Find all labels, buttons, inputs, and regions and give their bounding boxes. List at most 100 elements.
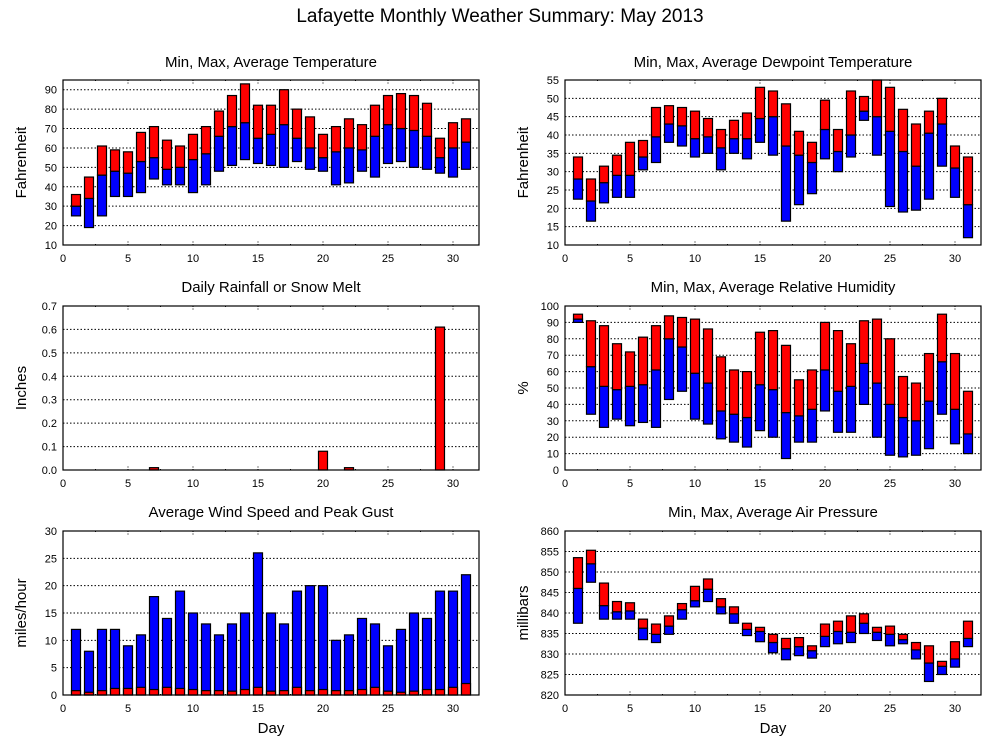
bar-avg-wind — [278, 690, 290, 696]
bar-avg-max — [291, 108, 303, 139]
x-tick-label: 30 — [949, 253, 961, 265]
bar-avg-max — [728, 369, 740, 415]
bar-avg-max — [174, 145, 186, 168]
bar-avg-max — [728, 606, 740, 615]
plot-frame — [564, 530, 982, 696]
x-tick-label: 30 — [949, 703, 961, 715]
y-tick-label: 60 — [45, 143, 57, 155]
x-tick-label: 30 — [447, 703, 459, 715]
panel-title: Min, Max, Average Relative Humidity — [651, 279, 896, 296]
x-tick-label: 15 — [754, 703, 766, 715]
bar-avg-max — [741, 371, 753, 419]
bar-min-avg — [806, 650, 818, 659]
plot-frame — [564, 305, 982, 471]
bar-min-avg — [702, 136, 714, 154]
bar-avg-max — [637, 139, 649, 158]
bar-peak-gust — [343, 634, 355, 696]
x-tick-label: 15 — [252, 253, 264, 265]
bar-min-avg — [715, 606, 727, 615]
bar-min-avg — [793, 646, 805, 657]
bar-avg-max — [780, 344, 792, 414]
bar-min-avg — [265, 133, 277, 167]
bar-avg-max — [741, 622, 753, 631]
bar-avg-max — [806, 141, 818, 164]
bar-avg-max — [962, 156, 974, 206]
bar-min-avg — [200, 153, 212, 186]
y-tick-label: 35 — [547, 148, 559, 160]
bar-avg-wind — [187, 688, 199, 696]
bar-min-avg — [624, 610, 636, 620]
y-tick-label: 80 — [547, 334, 559, 346]
bar-min-avg — [819, 369, 831, 412]
bar-peak-gust — [382, 645, 394, 696]
bar-avg-max — [897, 375, 909, 419]
x-tick-label: 25 — [884, 703, 896, 715]
bar-peak-gust — [252, 552, 264, 696]
bar-min-avg — [832, 150, 844, 173]
bar-min-avg — [650, 136, 662, 164]
y-axis-label: miles/hour — [13, 578, 30, 647]
bar-avg-max — [819, 99, 831, 131]
bar-avg-wind — [135, 686, 147, 696]
bar-peak-gust — [161, 617, 173, 696]
bar-min-avg — [949, 408, 961, 445]
x-tick-label: 0 — [60, 253, 66, 265]
bar-min-avg — [637, 627, 649, 641]
y-axis-label: Fahrenheit — [13, 126, 30, 199]
bar-avg-max — [767, 330, 779, 391]
bar-min-avg — [676, 125, 688, 147]
bar-avg-max — [650, 623, 662, 635]
bar-min-avg — [819, 128, 831, 160]
bar-avg-max — [897, 633, 909, 641]
bar-avg-max — [897, 108, 909, 153]
bar-avg-max — [239, 83, 251, 124]
bar-avg-wind — [434, 688, 446, 696]
bar-min-avg — [689, 372, 701, 420]
y-tick-label: 25 — [547, 185, 559, 197]
x-tick-label: 5 — [627, 253, 633, 265]
bar-avg-max — [923, 352, 935, 402]
bar-avg-max — [572, 557, 584, 590]
y-tick-label: 10 — [45, 635, 57, 647]
bar-avg-max — [226, 94, 238, 128]
bar-min-avg — [650, 633, 662, 644]
y-tick-label: 70 — [547, 350, 559, 362]
bar-avg-wind — [200, 690, 212, 696]
bar-avg-max — [949, 145, 961, 169]
x-tick-label: 20 — [317, 478, 329, 490]
bar-avg-max — [148, 125, 160, 159]
bar-min-avg — [83, 197, 95, 229]
panel-title: Min, Max, Average Dewpoint Temperature — [634, 54, 913, 71]
bar-min-avg — [910, 165, 922, 211]
bar-peak-gust — [395, 628, 407, 696]
y-tick-label: 0.1 — [42, 442, 57, 454]
bar-avg-max — [663, 615, 675, 627]
bar-avg-max — [715, 598, 727, 608]
bar-avg-max — [767, 90, 779, 118]
bar-peak-gust — [265, 612, 277, 696]
x-tick-label: 10 — [689, 478, 701, 490]
y-tick-label: 0 — [553, 465, 559, 477]
bar-peak-gust — [83, 650, 95, 696]
bar-min-avg — [611, 389, 623, 420]
bar-avg-max — [447, 122, 459, 149]
bar-min-avg — [663, 625, 675, 635]
bar-min-avg — [317, 157, 329, 172]
bar-min-avg — [897, 416, 909, 458]
bar-avg-max — [252, 104, 264, 139]
bar-avg-wind — [291, 686, 303, 696]
bar-avg-max — [910, 641, 922, 651]
bar-avg-max — [161, 139, 173, 170]
y-tick-label: 0.5 — [42, 348, 57, 360]
bar-avg-max — [624, 141, 636, 176]
bar-min-avg — [845, 631, 857, 644]
bar-avg-max — [767, 633, 779, 644]
bar-min-avg — [689, 138, 701, 158]
bar-min-avg — [447, 147, 459, 178]
bar-peak-gust — [317, 585, 329, 696]
x-tick-label: 0 — [562, 253, 568, 265]
x-tick-label: 15 — [252, 478, 264, 490]
bar-avg-wind — [317, 688, 329, 696]
panel-humidity: Min, Max, Average Relative Humidity 0 10 20… — [515, 279, 982, 490]
bar-avg-max — [676, 316, 688, 348]
